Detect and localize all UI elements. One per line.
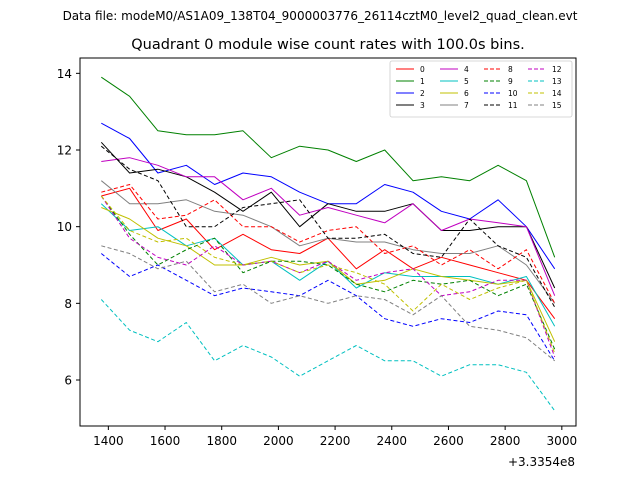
legend-label-10: 10 [508, 89, 518, 98]
legend-label-8: 8 [508, 65, 513, 74]
x-tick-label: 2800 [490, 434, 521, 448]
chart-title: Quadrant 0 module wise count rates with … [131, 37, 525, 53]
x-tick-label: 2000 [263, 434, 294, 448]
series-line-13 [100, 299, 556, 411]
x-tick-label: 2400 [376, 434, 407, 448]
y-tick-label: 8 [64, 297, 72, 311]
legend-label-12: 12 [552, 65, 562, 74]
series-line-15 [101, 245, 556, 362]
legend-label-14: 14 [552, 89, 562, 98]
series-line-10 [100, 253, 556, 362]
legend-box [389, 60, 573, 118]
series-line-11 [100, 145, 556, 308]
series-line-6 [101, 207, 556, 342]
legend-label-6: 6 [464, 89, 469, 98]
legend-label-9: 9 [508, 77, 513, 86]
x-tick-label: 2200 [320, 434, 351, 448]
x-tick-label: 1800 [206, 434, 237, 448]
series-line-12 [100, 195, 556, 358]
legend-label-13: 13 [552, 77, 562, 86]
series-line-2 [101, 122, 556, 270]
axes-frame [79, 57, 577, 427]
series-line-14 [100, 195, 556, 354]
x-tick-label: 2600 [433, 434, 464, 448]
chart-suptitle: Data file: modeM0/AS1A09_138T04_90000037… [63, 9, 578, 23]
y-axis: 6 8 10 12 14 [57, 67, 80, 388]
y-tick-label: 14 [57, 67, 72, 81]
series-line-1 [101, 76, 556, 258]
legend-label-5: 5 [464, 77, 469, 86]
series-line-4 [101, 157, 556, 296]
legend-label-7: 7 [464, 101, 469, 110]
series-line-8 [101, 184, 556, 304]
x-tick-label: 1600 [150, 434, 181, 448]
y-tick-label: 10 [57, 220, 72, 234]
legend-label-15: 15 [552, 101, 562, 110]
legend-label-1: 1 [420, 77, 425, 86]
x-axis: 1400 1600 1800 2000 2200 2400 2600 2800 3000 [93, 426, 577, 448]
legend-label-2: 2 [420, 89, 425, 98]
legend-label-4: 4 [464, 65, 469, 74]
x-tick-label: 1400 [93, 434, 124, 448]
series-line-9 [100, 195, 556, 350]
legend-label-0: 0 [420, 65, 425, 74]
y-tick-label: 6 [64, 374, 72, 388]
y-tick-label: 12 [57, 144, 72, 158]
legend-label-3: 3 [420, 101, 425, 110]
x-axis-offset-label: +3.3354e8 [508, 455, 575, 469]
series-line-3 [100, 141, 556, 289]
legend-label-11: 11 [508, 101, 518, 110]
series-layer [100, 76, 556, 411]
x-tick-label: 3000 [547, 434, 578, 448]
